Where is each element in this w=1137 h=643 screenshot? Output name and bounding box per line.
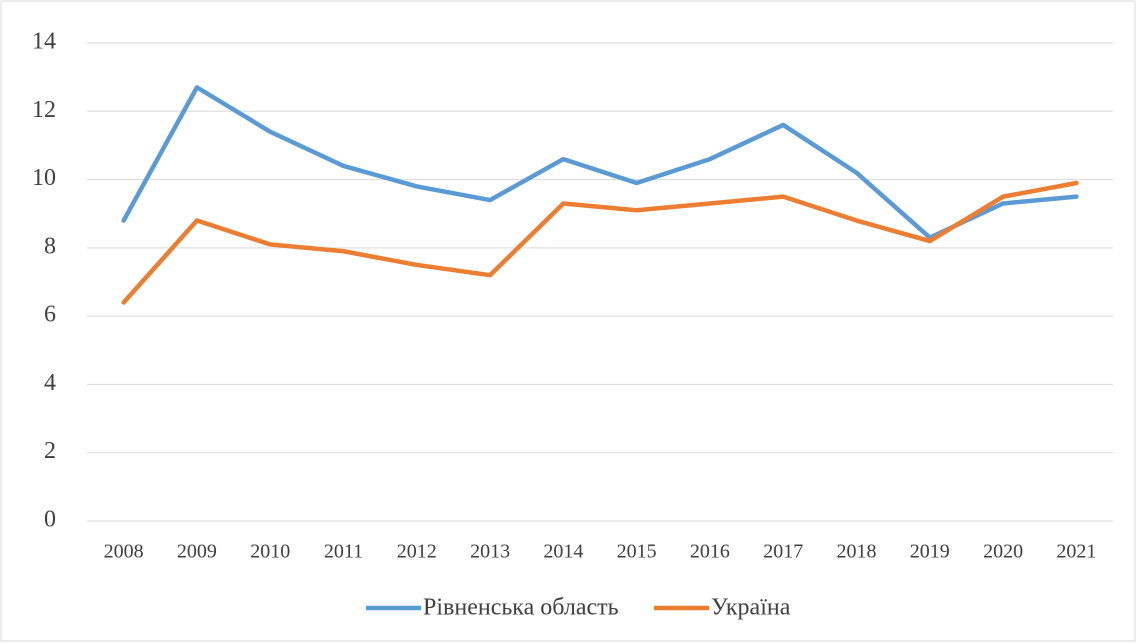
x-tick-label: 2019	[910, 541, 950, 563]
x-tick-label: 2010	[250, 541, 290, 563]
y-tick-label: 8	[44, 233, 56, 259]
x-tick-label: 2018	[837, 541, 877, 563]
y-tick-label: 14	[32, 29, 56, 55]
x-tick-label: 2020	[983, 541, 1023, 563]
series-line	[121, 85, 1079, 240]
series-line	[121, 180, 1079, 305]
x-tick-label: 2013	[470, 541, 510, 563]
y-tick-label: 4	[44, 370, 56, 396]
x-tick-label: 2016	[690, 541, 730, 563]
legend-label: Україна	[711, 595, 791, 621]
x-tick-label: 2014	[543, 541, 583, 563]
x-tick-label: 2021	[1056, 541, 1096, 563]
y-tick-label: 2	[44, 438, 56, 464]
y-tick-label: 6	[44, 302, 56, 328]
x-tick-label: 2017	[763, 541, 803, 563]
x-tick-label: 2009	[177, 541, 217, 563]
x-tick-label: 2011	[324, 541, 363, 563]
y-tick-label: 0	[44, 507, 56, 533]
legend-label: Рівненська область	[423, 595, 619, 621]
x-tick-label: 2008	[104, 541, 144, 563]
x-tick-label: 2015	[617, 541, 657, 563]
x-tick-label: 2012	[397, 541, 437, 563]
y-tick-label: 12	[32, 97, 56, 123]
y-tick-label: 10	[32, 165, 56, 191]
